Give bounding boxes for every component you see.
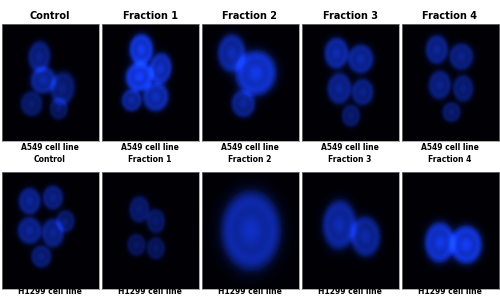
Text: H1299 cell line: H1299 cell line: [318, 287, 382, 296]
Text: Fraction 2: Fraction 2: [222, 11, 278, 20]
Text: Fraction 1: Fraction 1: [122, 11, 178, 20]
Text: Fraction 3: Fraction 3: [322, 11, 378, 20]
Text: A549 cell line
Fraction 3: A549 cell line Fraction 3: [321, 143, 379, 164]
Text: A549 cell line
Fraction 4: A549 cell line Fraction 4: [421, 143, 479, 164]
Text: H1299 cell line: H1299 cell line: [18, 287, 82, 296]
Text: A549 cell line
Fraction 2: A549 cell line Fraction 2: [221, 143, 279, 164]
Text: H1299 cell line: H1299 cell line: [118, 287, 182, 296]
Text: H1299 cell line: H1299 cell line: [418, 287, 482, 296]
Text: A549 cell line
Fraction 1: A549 cell line Fraction 1: [121, 143, 179, 164]
Text: Control: Control: [30, 11, 70, 20]
Text: H1299 cell line: H1299 cell line: [218, 287, 282, 296]
Text: A549 cell line
Control: A549 cell line Control: [21, 143, 79, 164]
Text: Fraction 4: Fraction 4: [422, 11, 478, 20]
